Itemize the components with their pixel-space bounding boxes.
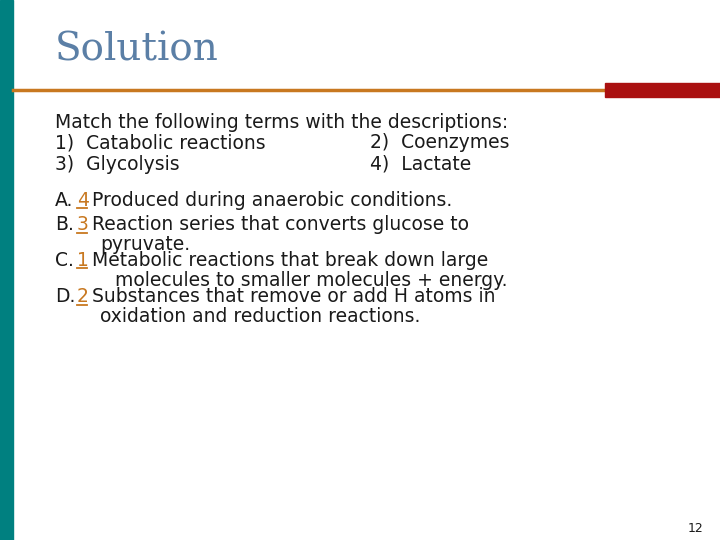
Text: 1: 1	[77, 251, 89, 269]
Text: 2: 2	[77, 287, 89, 307]
Text: 3)  Glycolysis: 3) Glycolysis	[55, 154, 179, 173]
Text: A.: A.	[55, 191, 73, 210]
Text: 4)  Lactate: 4) Lactate	[370, 154, 472, 173]
Text: 1)  Catabolic reactions: 1) Catabolic reactions	[55, 133, 266, 152]
Text: Produced during anaerobic conditions.: Produced during anaerobic conditions.	[92, 191, 452, 210]
Text: 12: 12	[688, 522, 703, 535]
Text: 4: 4	[77, 191, 89, 210]
Text: Reaction series that converts glucose to: Reaction series that converts glucose to	[92, 215, 469, 234]
Text: molecules to smaller molecules + energy.: molecules to smaller molecules + energy.	[115, 271, 508, 289]
Text: B.: B.	[55, 215, 74, 234]
Text: 2)  Coenzymes: 2) Coenzymes	[370, 133, 510, 152]
Text: D.: D.	[55, 287, 76, 307]
Text: Substances that remove or add H atoms in: Substances that remove or add H atoms in	[92, 287, 495, 307]
Text: 3: 3	[77, 215, 89, 234]
Text: C.: C.	[55, 251, 74, 269]
Bar	[605, 83, 720, 97]
Bar	[0, 0, 13, 540]
Text: pyruvate.: pyruvate.	[100, 235, 190, 254]
Text: oxidation and reduction reactions.: oxidation and reduction reactions.	[100, 307, 420, 327]
Text: Match the following terms with the descriptions:: Match the following terms with the descr…	[55, 112, 508, 132]
Text: Metabolic reactions that break down large: Metabolic reactions that break down larg…	[92, 251, 488, 269]
Text: Solution: Solution	[55, 31, 219, 69]
